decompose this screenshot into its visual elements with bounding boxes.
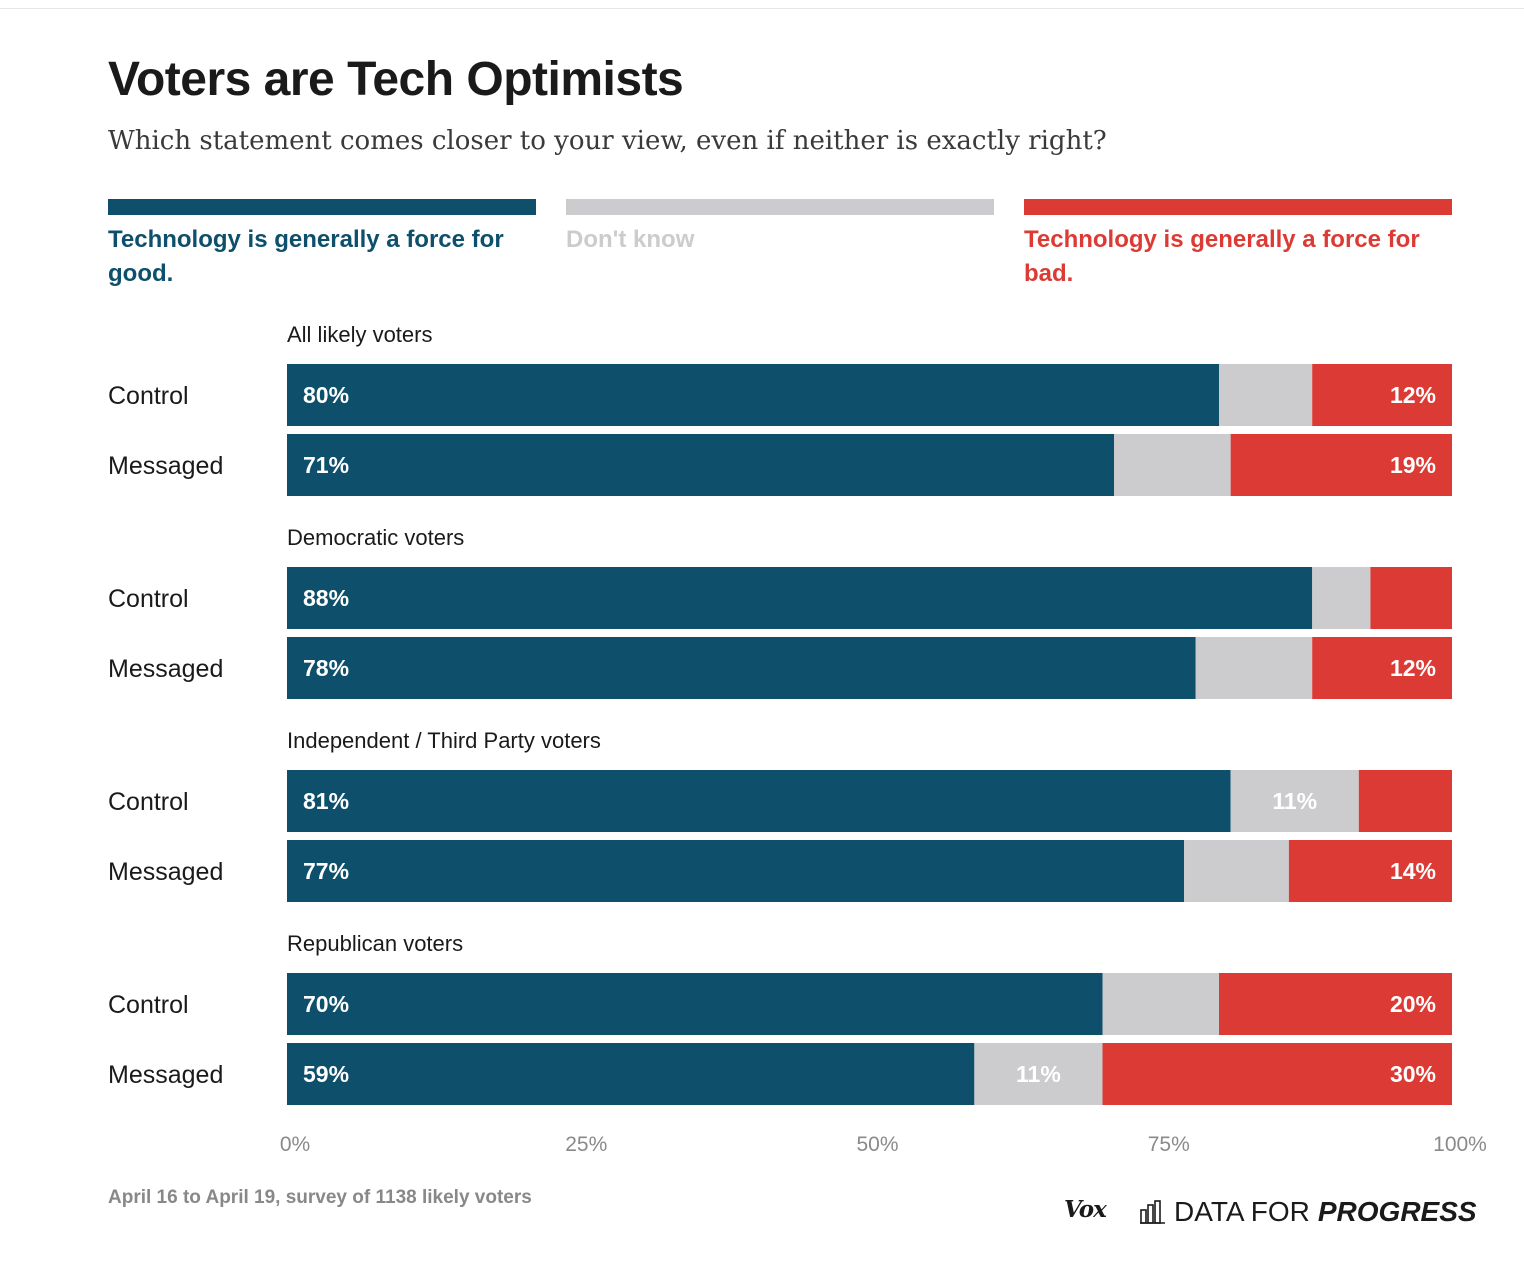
data-label: 12% [1390,655,1436,681]
row-label: Control [108,788,189,816]
bar-segment [1312,567,1371,629]
bar-segment [1230,770,1359,832]
data-label: 11% [1272,788,1317,814]
x-tick-label: 50% [856,1133,898,1156]
bar-segment [287,840,1185,902]
bar-segment [287,434,1115,496]
data-label: 88% [303,585,349,611]
bar-segment [1102,1043,1452,1105]
data-label: 71% [303,452,349,478]
bar-segment [1184,840,1289,902]
group-label: All likely voters [287,322,432,347]
legend-swatch-bad [1024,199,1452,215]
bar-segment [1312,637,1452,699]
group-label: Republican voters [287,931,463,956]
data-label: 12% [1390,382,1436,408]
data-label: 11% [1016,1061,1061,1087]
data-label: 70% [303,991,349,1017]
chart-subtitle: Which statement comes closer to your vie… [108,126,1107,156]
x-tick-label: 25% [565,1133,607,1156]
legend-swatch-good [108,199,536,215]
data-label: 30% [1390,1061,1436,1087]
row-label: Control [108,382,189,410]
legend-item-good: Technology is generally a force for good… [108,199,536,291]
data-label: 80% [303,382,349,408]
vox-logo: Vox [1064,1196,1107,1223]
bar-chart-icon [1140,1200,1165,1224]
dfp-logo-text-strong: PROGRESS [1317,1196,1477,1227]
bar-segment [1102,973,1219,1035]
data-label: 77% [303,858,349,884]
bar-segment [287,973,1103,1035]
bar-segment [1219,364,1313,426]
dfp-logo-text: DATA FOR [1174,1196,1310,1227]
row-label: Messaged [108,1061,223,1089]
top-divider [0,8,1524,9]
data-label: 81% [303,788,349,814]
group-label: Independent / Third Party voters [287,728,601,753]
bar-segment [1195,637,1313,699]
bar-segment [287,364,1219,426]
data-label: 59% [303,1061,349,1087]
row-label: Messaged [108,655,223,683]
x-tick-label: 100% [1433,1133,1487,1156]
legend-label-good: Technology is generally a force for good… [108,226,504,287]
bar-segment [1370,567,1452,629]
row-label: Control [108,991,189,1019]
data-label: 19% [1390,452,1436,478]
row-label: Messaged [108,452,223,480]
bar-segment [287,770,1231,832]
data-label: 14% [1390,858,1436,884]
group-label: Democratic voters [287,525,464,550]
legend-item-dont-know: Don't know [566,199,994,257]
bar-segment [1358,770,1452,832]
bar-segment [1230,434,1452,496]
chart-title: Voters are Tech Optimists [108,53,684,106]
survey-note: April 16 to April 19, survey of 1138 lik… [108,1187,532,1208]
data-label: 78% [303,655,349,681]
bar-segment [1312,364,1452,426]
bar-segment [974,1043,1103,1105]
x-tick-label: 75% [1148,1133,1190,1156]
row-label: Control [108,585,189,613]
legend-label-bad: Technology is generally a force for bad. [1024,226,1420,287]
row-label: Messaged [108,858,223,886]
bar-segment [1114,434,1231,496]
legend-label-dont-know: Don't know [566,226,695,253]
data-for-progress-logo: DATA FOR PROGRESS [1140,1196,1477,1228]
bar-segment [287,1043,975,1105]
legend-item-bad: Technology is generally a force for bad. [1024,199,1452,291]
bar-segment [287,637,1196,699]
bar-segment [287,567,1313,629]
data-label: 20% [1390,991,1436,1017]
x-tick-label: 0% [280,1133,310,1156]
bar-segment [1219,973,1452,1035]
legend-swatch-dont-know [566,199,994,215]
bar-segment [1288,840,1452,902]
